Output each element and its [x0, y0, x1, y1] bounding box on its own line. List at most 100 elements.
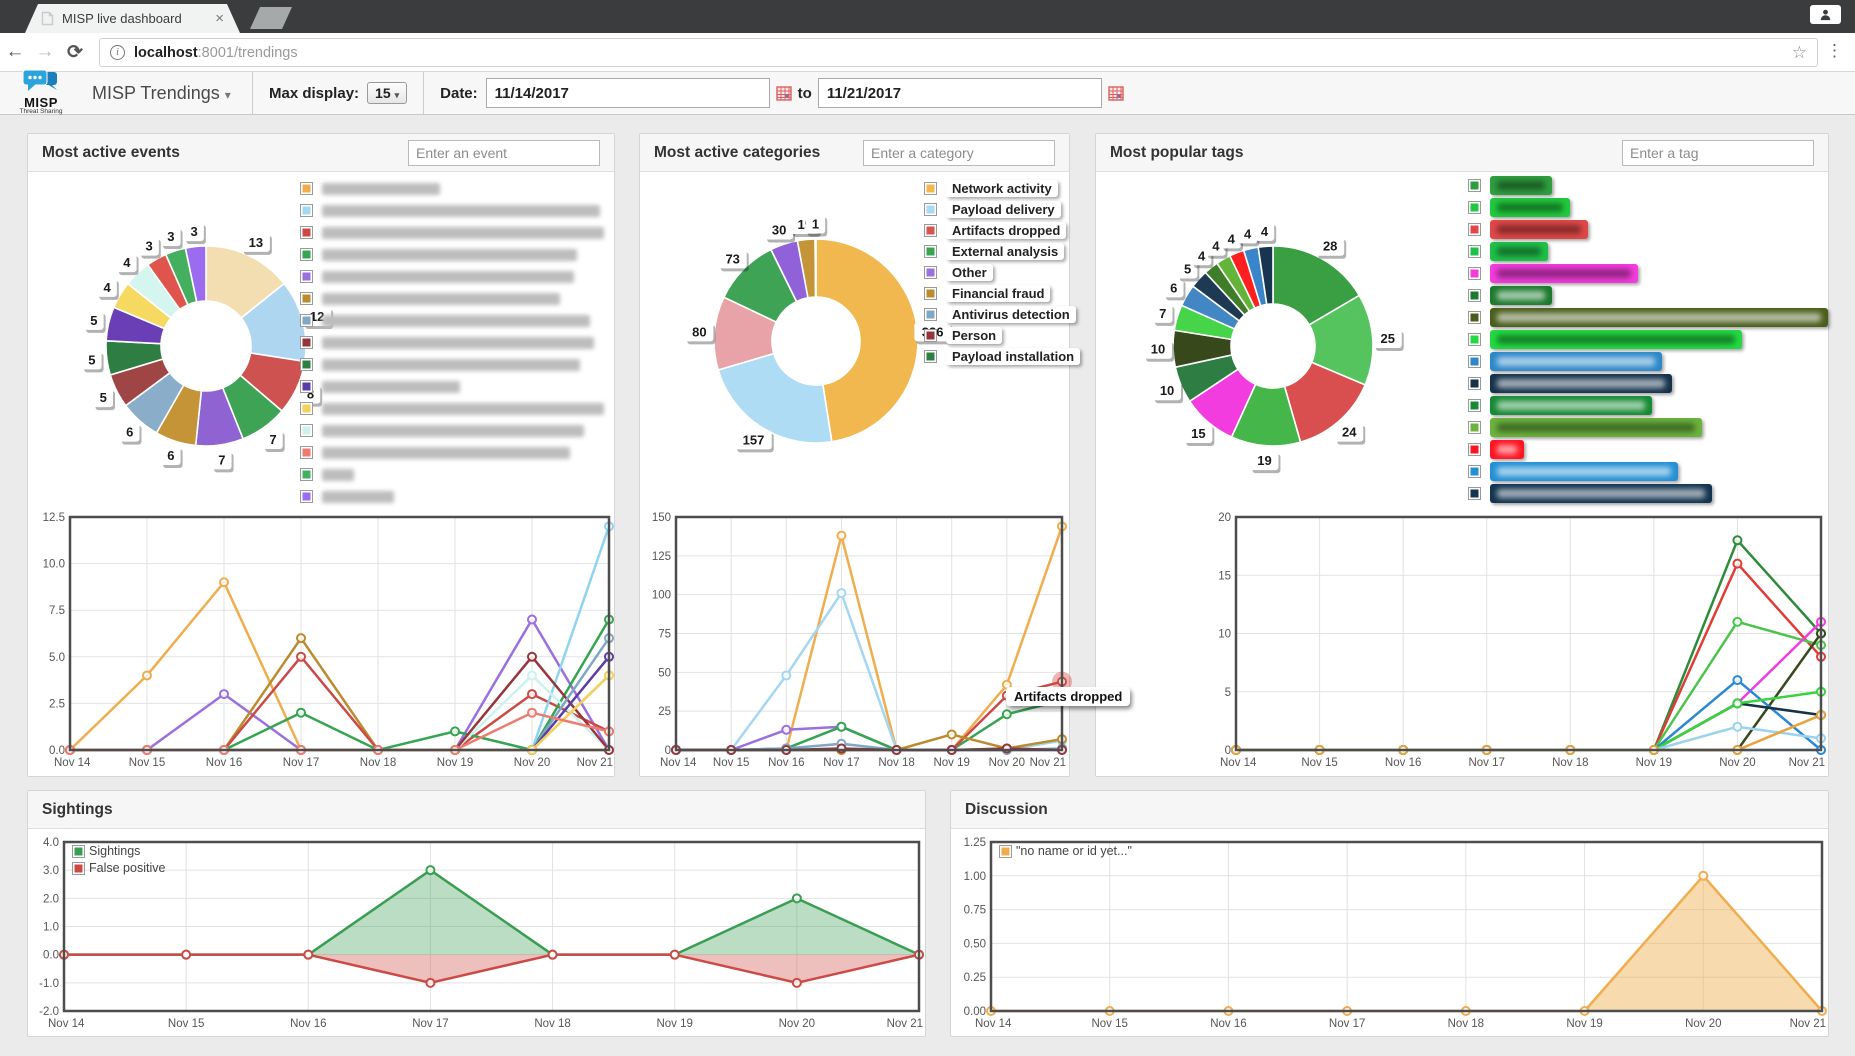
- legend-text: [1490, 330, 1742, 349]
- svg-text:100: 100: [652, 590, 671, 602]
- legend-text: [1490, 242, 1548, 261]
- svg-text:10: 10: [1218, 629, 1231, 641]
- legend-text: [1490, 308, 1828, 327]
- misp-logo[interactable]: MISP Threat Sharing: [12, 69, 70, 116]
- legend-text: [1490, 418, 1702, 437]
- legend-text: [1490, 220, 1588, 239]
- legend-item[interactable]: [300, 488, 612, 505]
- svg-text:0.0: 0.0: [49, 745, 65, 757]
- bookmark-star-icon[interactable]: ☆: [1791, 42, 1807, 62]
- legend-item[interactable]: [300, 422, 612, 439]
- svg-text:8: 8: [307, 387, 314, 402]
- legend-item[interactable]: [300, 378, 612, 395]
- svg-text:Nov 17: Nov 17: [412, 1018, 448, 1030]
- legend-item[interactable]: Sightings: [72, 843, 165, 859]
- legend-item[interactable]: [300, 334, 612, 351]
- legend-item[interactable]: [300, 224, 612, 241]
- legend-item[interactable]: [1468, 462, 1828, 481]
- legend-item[interactable]: [1468, 374, 1828, 393]
- new-tab-button[interactable]: [250, 7, 292, 29]
- legend-item[interactable]: Payload delivery: [924, 200, 1070, 219]
- legend-item[interactable]: [1468, 484, 1828, 503]
- legend-item[interactable]: [300, 466, 612, 483]
- legend-item[interactable]: [1468, 330, 1828, 349]
- legend-item[interactable]: [1468, 176, 1828, 195]
- max-display-label: Max display:: [269, 84, 360, 102]
- tags-trend-chart: 20 15 10 5 0 Nov 14 Nov 15 Nov 16 Nov 17 Nov 18 No…: [1206, 508, 1826, 772]
- profile-button[interactable]: [1810, 5, 1841, 24]
- events-donut-chart: 13 12 8 7 7 6 6 5 5 5 4 4 3 3 3: [28, 174, 338, 509]
- legend-item[interactable]: [300, 202, 612, 219]
- legend-item[interactable]: [1468, 352, 1828, 371]
- max-display-select[interactable]: 15 ▾: [367, 82, 408, 104]
- category-search-input[interactable]: [863, 139, 1055, 166]
- legend-item[interactable]: [300, 268, 612, 285]
- legend-item[interactable]: External analysis: [924, 242, 1070, 261]
- legend-swatch: [300, 358, 313, 371]
- info-icon[interactable]: i: [110, 45, 125, 60]
- legend-item[interactable]: [300, 312, 612, 329]
- svg-text:Nov 16: Nov 16: [206, 757, 242, 769]
- legend-item[interactable]: [300, 290, 612, 307]
- legend-item[interactable]: [1468, 264, 1828, 283]
- reload-icon[interactable]: ⟳: [67, 41, 83, 63]
- svg-text:4: 4: [103, 280, 111, 295]
- app-title-menu[interactable]: MISP Trendings ▾: [92, 82, 231, 103]
- legend-swatch: [1468, 421, 1481, 434]
- legend-text: [1490, 286, 1552, 305]
- legend-item[interactable]: [1468, 308, 1828, 327]
- svg-text:0.0: 0.0: [43, 950, 59, 962]
- legend-swatch: [924, 245, 937, 258]
- legend-item[interactable]: [1468, 220, 1828, 239]
- svg-text:Nov 20: Nov 20: [1685, 1018, 1721, 1030]
- legend-item[interactable]: Financial fraud: [924, 284, 1070, 303]
- svg-text:12: 12: [310, 309, 324, 324]
- svg-text:7: 7: [1159, 306, 1166, 321]
- legend-text: [1490, 462, 1678, 481]
- browser-title-bar: MISP live dashboard ×: [0, 0, 1855, 33]
- legend-item[interactable]: Antivirus detection: [924, 305, 1076, 324]
- legend-item[interactable]: False positive: [72, 860, 165, 876]
- legend-item[interactable]: Other: [924, 263, 1070, 282]
- svg-text:6: 6: [167, 448, 174, 463]
- svg-text:Nov 18: Nov 18: [1552, 757, 1588, 769]
- tab-close-icon[interactable]: ×: [215, 10, 224, 27]
- legend-item[interactable]: [1468, 440, 1828, 459]
- calendar-icon[interactable]: [1108, 85, 1124, 101]
- legend-item[interactable]: [1468, 286, 1828, 305]
- svg-text:7: 7: [218, 452, 225, 467]
- svg-text:125: 125: [652, 551, 671, 563]
- legend-item[interactable]: Payload installation: [924, 347, 1081, 366]
- date-from-input[interactable]: [485, 78, 770, 108]
- legend-item[interactable]: [300, 356, 612, 373]
- date-to-input[interactable]: [817, 78, 1102, 108]
- legend-swatch: [1468, 179, 1481, 192]
- legend-item[interactable]: Artifacts dropped: [924, 221, 1070, 240]
- legend-item[interactable]: "no name or id yet...": [999, 843, 1132, 859]
- address-bar[interactable]: i localhost:8001/trendings ☆: [99, 38, 1818, 67]
- svg-text:Nov 14: Nov 14: [48, 1018, 85, 1030]
- legend-item[interactable]: [300, 444, 612, 461]
- svg-text:0.25: 0.25: [964, 972, 986, 984]
- legend-item[interactable]: [300, 400, 612, 417]
- legend-swatch: [300, 424, 313, 437]
- legend-item[interactable]: [300, 246, 612, 263]
- browser-menu-icon[interactable]: ⋮: [1826, 41, 1843, 60]
- svg-text:Nov 14: Nov 14: [54, 757, 91, 769]
- back-button-icon[interactable]: ←: [5, 41, 25, 62]
- tag-search-input[interactable]: [1622, 139, 1814, 166]
- legend-item[interactable]: [1468, 198, 1828, 217]
- legend-item[interactable]: [1468, 242, 1828, 261]
- svg-text:10: 10: [1151, 342, 1165, 357]
- legend-item[interactable]: [1468, 396, 1828, 415]
- svg-text:Nov 21: Nov 21: [577, 757, 613, 769]
- browser-tab[interactable]: MISP live dashboard ×: [25, 4, 240, 33]
- svg-text:10: 10: [1160, 383, 1174, 398]
- legend-item[interactable]: [300, 180, 612, 197]
- legend-item[interactable]: [1468, 418, 1828, 437]
- calendar-icon[interactable]: [775, 85, 792, 101]
- legend-item[interactable]: Person: [924, 326, 1070, 345]
- forward-button-icon[interactable]: →: [35, 41, 55, 62]
- event-search-input[interactable]: [408, 139, 600, 166]
- legend-item[interactable]: Network activity: [924, 179, 1070, 198]
